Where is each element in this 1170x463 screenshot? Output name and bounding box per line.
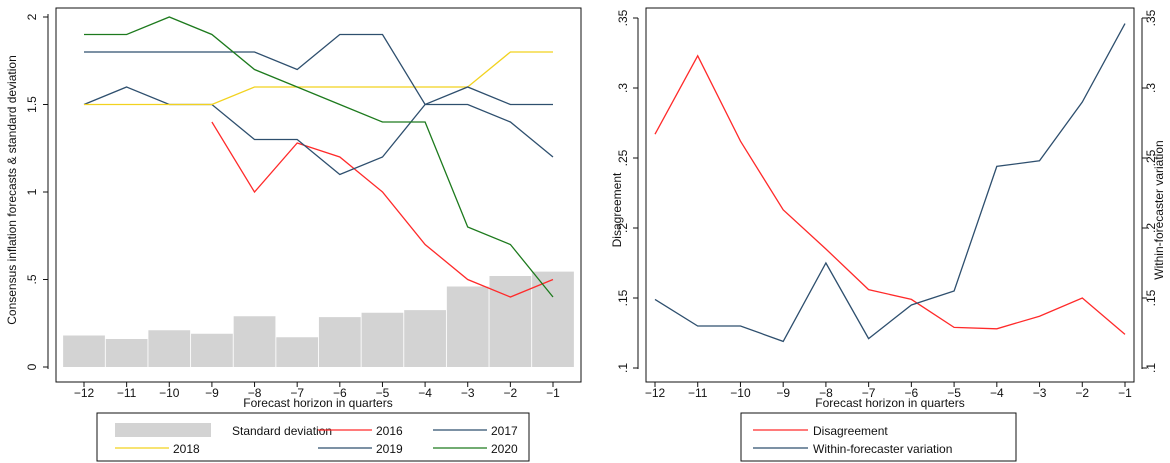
std-dev-bar [361,312,404,367]
series-line-2016 [211,121,554,298]
std-dev-bar [63,335,105,367]
legend-label-2017: 2017 [491,424,518,438]
right-y-axis-label: Disagreement [610,172,624,247]
x-tick-label: −1 [1118,386,1132,400]
series-line-2017 [83,86,554,176]
legend-label-within-forecaster-variation: Within-forecaster variation [813,442,952,456]
y-tick-label-right: .1 [1144,363,1158,373]
legend-label-2018: 2018 [173,442,200,456]
legend-label-standard-deviation: Standard deviation [232,424,332,438]
std-dev-bar [318,317,361,367]
std-dev-bar [489,276,532,367]
x-tick-label: −11 [688,386,708,400]
y-tick-label-left: .35 [616,9,630,26]
std-dev-bar [148,330,191,367]
y-tick-label-left: .15 [616,289,630,306]
y-tick-label-left: .1 [616,363,630,373]
legend-label-2016: 2016 [376,424,403,438]
y-tick-label-left: .25 [616,149,630,166]
x-tick-label: −3 [1033,386,1047,400]
series-line-disagreement [654,54,1126,335]
x-tick-label: −10 [159,386,180,400]
x-tick-label: −6 [905,386,919,400]
x-tick-label: −4 [990,386,1004,400]
y-tick-label: .5 [25,274,39,284]
x-tick-label: −12 [74,386,95,400]
y-tick-label-right: .3 [1144,83,1158,93]
series-line-2019 [84,33,553,106]
x-tick-label: −3 [461,386,475,400]
std-dev-bar [404,310,446,367]
y-tick-label-right: .2 [1144,223,1158,233]
std-dev-bar [532,271,574,367]
x-tick-label: −5 [376,386,390,400]
series-line-2018 [84,51,553,106]
right-secondary-y-axis-label: Within-forecaster variation [1152,140,1166,279]
legend-label-2020: 2020 [491,442,518,456]
right-lines [654,23,1126,343]
x-tick-label: −1 [546,386,560,400]
x-tick-label: −7 [290,386,304,400]
x-tick-label: −11 [117,386,137,400]
y-tick-label: 0 [25,363,39,370]
left-x-axis-label: Forecast horizon in quarters [243,396,392,410]
legend-label-disagreement: Disagreement [813,424,888,438]
x-tick-label: −5 [947,386,961,400]
legend-swatch-standard-deviation [115,423,211,437]
x-tick-label: −9 [776,386,790,400]
x-tick-label: −4 [418,386,432,400]
std-dev-bar [105,339,148,367]
right-x-axis-label: Forecast horizon in quarters [815,396,964,410]
left-y-axis-label: Consensus inflation forecasts & standard… [5,55,19,325]
std-dev-bar [446,286,489,367]
series-line-2020 [84,16,554,298]
y-tick-label-right: .15 [1144,289,1158,306]
std-dev-bar [233,316,276,367]
right-x-ticks: −12 −11 −10 −9 −8 −7 −6 −5 −4 −3 −2 −1 [645,382,1132,400]
x-tick-label: −10 [730,386,751,400]
y-tick-label-left: .2 [616,223,630,233]
y-tick-label-left: .3 [616,83,630,93]
y-tick-label-right: .25 [1144,149,1158,166]
left-lines [83,16,554,298]
right-legend [740,412,1017,462]
left-bars [63,271,574,367]
x-tick-label: −7 [862,386,876,400]
x-tick-label: −9 [205,386,219,400]
right-y-ticks: .1 .1 .15 .15 .2 .2 .25 .25 .3 .3 .35 .35 [616,9,1158,373]
std-dev-bar [276,337,319,367]
right-chart: .1 .1 .15 .15 .2 .2 .25 .25 .3 .3 .35 .35 −12 −11 −10… [610,7,1166,462]
y-tick-label-right: .35 [1144,9,1158,26]
left-chart: 0 .5 1 1.5 2 −12 −11 −10 −9 −8 −7 −6 −5 −4 −3 −2 −1 Con… [5,7,582,462]
x-tick-label: −8 [819,386,833,400]
y-tick-label: 1.5 [25,96,39,113]
y-tick-label: 1 [25,188,39,195]
left-x-ticks: −12 −11 −10 −9 −8 −7 −6 −5 −4 −3 −2 −1 [74,382,560,400]
x-tick-label: −12 [645,386,666,400]
std-dev-bar [191,333,233,367]
x-tick-label: −8 [248,386,262,400]
legend-label-2019: 2019 [376,442,403,456]
x-tick-label: −2 [1075,386,1089,400]
x-tick-label: −6 [333,386,347,400]
x-tick-label: −2 [504,386,518,400]
series-line-within-forecaster-variation [654,23,1126,343]
left-y-ticks: 0 .5 1 1.5 2 [25,13,48,370]
y-tick-label: 2 [25,13,39,20]
